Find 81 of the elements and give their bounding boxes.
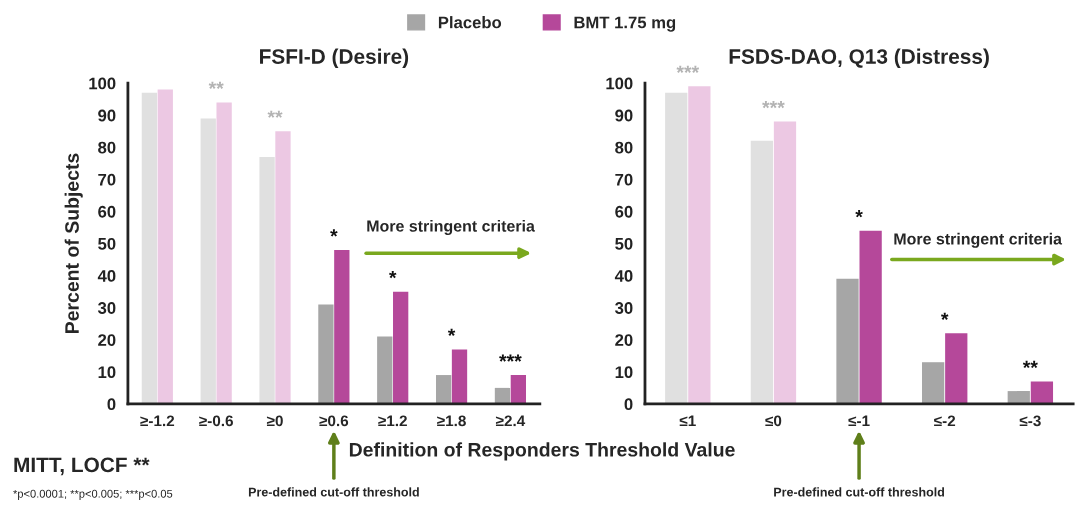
text: Pre-defined cut-off threshold: [248, 487, 419, 497]
annotation: More stringent criteria: [894, 232, 1063, 248]
x-tick-label: ≤-1: [848, 415, 870, 427]
y-tick-label: 20: [98, 334, 116, 346]
x-tick-label: ≤0: [765, 415, 782, 427]
x-axis-title: Definition of Responders Threshold Value: [349, 442, 735, 461]
bar: [1007, 391, 1030, 404]
bar: [157, 89, 173, 404]
annotation: **: [267, 110, 283, 118]
bar: [750, 140, 774, 404]
bar: [451, 349, 468, 404]
bar: [494, 387, 511, 404]
y-tick-label: 0: [107, 398, 116, 411]
y-tick-label: 50: [98, 237, 116, 250]
y-tick-label: 80: [98, 141, 116, 154]
bar: [318, 304, 334, 404]
x-tick-label: ≥2.4: [495, 415, 526, 427]
y-tick-label: 80: [615, 141, 633, 154]
y-tick-label: 0: [624, 398, 633, 411]
legend-label: BMT 1.75 mg: [574, 16, 676, 32]
y-tick-label: 10: [615, 366, 633, 379]
text: *p<0.0001; **p<0.005; ***p<0.05: [13, 489, 173, 500]
y-tick-label: 20: [615, 334, 633, 346]
y-tick-label: 70: [98, 173, 116, 186]
bar: [945, 333, 968, 404]
y-tick-label: 60: [98, 205, 116, 218]
y-tick-label: 50: [615, 237, 633, 250]
x-tick-label: ≥0.6: [319, 415, 349, 427]
annotation: *: [388, 271, 397, 279]
y-tick-label: 30: [615, 302, 633, 314]
text: Pre-defined cut-off threshold: [774, 487, 945, 497]
bar: [200, 118, 216, 404]
y-tick-label: 90: [98, 109, 116, 122]
bar: [1030, 381, 1054, 404]
x-tick-label: ≤-3: [1019, 415, 1041, 427]
x-tick-label: ≥1.8: [437, 415, 466, 427]
chart-title: FSFI-D (Desire): [260, 48, 409, 69]
bar: [836, 278, 859, 404]
y-tick-label: 90: [615, 109, 633, 122]
annotation: ***: [676, 65, 700, 73]
annotation: ***: [499, 354, 522, 362]
y-tick-label: 60: [615, 205, 633, 218]
x-tick-label: ≥-0.6: [199, 415, 233, 427]
y-tick-label: 100: [89, 77, 116, 90]
annotation: *: [940, 312, 949, 320]
bar: [859, 230, 882, 404]
annotation: More stringent criteria: [367, 220, 535, 235]
x-tick-label: ≤1: [679, 415, 696, 427]
bar: [259, 156, 275, 404]
y-tick-label: 40: [97, 270, 116, 282]
annotation: *: [855, 210, 863, 218]
x-tick-label: ≥1.2: [378, 415, 407, 427]
legend-label: Placebo: [438, 16, 502, 29]
annotation: ***: [762, 101, 785, 109]
y-tick-label: 100: [606, 77, 633, 90]
bar: [141, 92, 158, 404]
annotation: **: [1022, 360, 1038, 369]
bar: [510, 375, 526, 404]
bar: [665, 92, 688, 404]
bar: [377, 336, 393, 404]
bar: [275, 131, 291, 404]
y-tick-label: 30: [97, 302, 116, 314]
text: MITT, LOCF **: [14, 457, 150, 476]
bar: [688, 86, 711, 404]
x-tick-label: ≥0: [266, 415, 283, 427]
annotation: **: [208, 81, 224, 89]
annotation: *: [447, 328, 456, 336]
y-tick-label: 70: [615, 173, 633, 186]
bar: [334, 249, 350, 404]
bar: [773, 121, 797, 404]
bar: [393, 291, 409, 404]
chart-title: FSDS-DAO, Q13 (Distress): [729, 48, 989, 69]
y-tick-label: 40: [614, 270, 633, 282]
annotation: *: [330, 229, 338, 237]
bar: [922, 362, 945, 404]
x-tick-label: ≤-2: [934, 415, 956, 427]
bar: [435, 375, 452, 404]
x-tick-label: ≥-1.2: [140, 415, 175, 427]
y-tick-label: 10: [98, 366, 116, 379]
bar: [216, 102, 232, 404]
y-axis-title: Percent of Subjects: [64, 153, 83, 333]
